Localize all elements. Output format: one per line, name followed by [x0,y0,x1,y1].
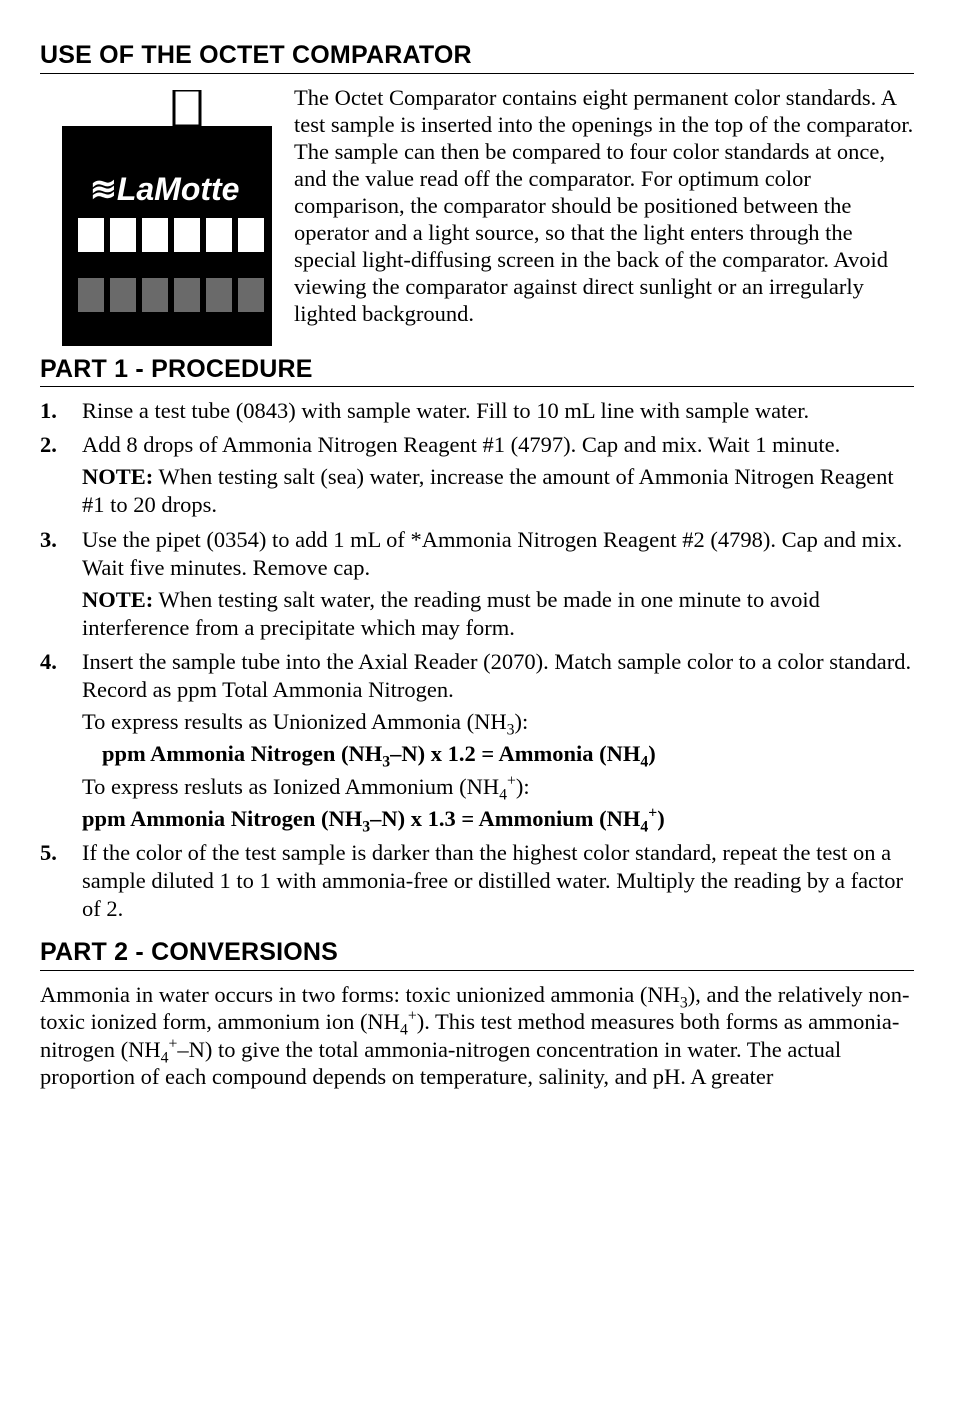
procedure-step: Add 8 drops of Ammonia Nitrogen Reagent … [40,431,914,519]
text-fragment: ppm Ammonia Nitrogen (NH [102,741,382,766]
note-block: NOTE: When testing salt (sea) water, inc… [82,463,914,519]
text-fragment: To express results as Unionized Ammonia … [82,709,507,734]
text-fragment: To express resluts as Ionized Ammonium (… [82,774,499,799]
procedure-step: If the color of the test sample is darke… [40,839,914,923]
section-rule [40,970,914,971]
step-text: Rinse a test tube (0843) with sample wat… [82,398,809,423]
text-fragment: ppm Ammonia Nitrogen (NH [82,806,362,831]
section-rule [40,386,914,387]
note-label: NOTE: [82,464,153,489]
comparator-icon: ≋LaMotte [40,90,272,346]
text-fragment: ): [514,709,528,734]
note-text: When testing salt water, the reading mus… [82,587,820,640]
intro-section: ≋LaMotte The Octet Comparator contains e… [40,84,914,346]
subscript: 4 [499,786,507,803]
text-fragment: Ammonia in water occurs in two forms: to… [40,982,680,1007]
text-fragment: ) [648,741,656,766]
superscript: + [648,804,657,821]
text-fragment: –N) x 1.2 = Ammonia (NH [390,741,640,766]
formula: ppm Ammonia Nitrogen (NH3–N) x 1.3 = Amm… [82,805,914,833]
procedure-step: Insert the sample tube into the Axial Re… [40,648,914,833]
note-label: NOTE: [82,587,153,612]
subscript: 3 [382,754,390,771]
procedure-step: Rinse a test tube (0843) with sample wat… [40,397,914,425]
text-fragment: –N) x 1.3 = Ammonium (NH [370,806,640,831]
subtext: To express resluts as Ionized Ammonium (… [82,773,914,801]
procedure-list: Rinse a test tube (0843) with sample wat… [40,397,914,923]
text-fragment: ) [657,806,665,831]
note-text: When testing salt (sea) water, increase … [82,464,894,517]
procedure-step: Use the pipet (0354) to add 1 mL of *Amm… [40,526,914,643]
formula: ppm Ammonia Nitrogen (NH3–N) x 1.2 = Amm… [82,740,914,768]
section-title-conversions: PART 2 - CONVERSIONS [40,937,914,968]
svg-text:≋LaMotte: ≋LaMotte [90,171,239,207]
text-fragment: ): [516,774,530,799]
subtext: To express results as Unionized Ammonia … [82,708,914,736]
step-text: Insert the sample tube into the Axial Re… [82,649,911,702]
note-block: NOTE: When testing salt water, the readi… [82,586,914,642]
intro-text: The Octet Comparator contains eight perm… [294,84,914,327]
superscript: + [408,1008,417,1025]
superscript: + [507,772,516,789]
section-title-procedure: PART 1 - PROCEDURE [40,354,914,385]
step-text: Add 8 drops of Ammonia Nitrogen Reagent … [82,432,840,457]
section-title-use: USE OF THE OCTET COMPARATOR [40,40,914,71]
conversions-paragraph: Ammonia in water occurs in two forms: to… [40,981,914,1091]
subscript: 3 [362,818,370,835]
section-rule [40,73,914,74]
step-text: Use the pipet (0354) to add 1 mL of *Amm… [82,527,902,580]
step-text: If the color of the test sample is darke… [82,840,903,921]
